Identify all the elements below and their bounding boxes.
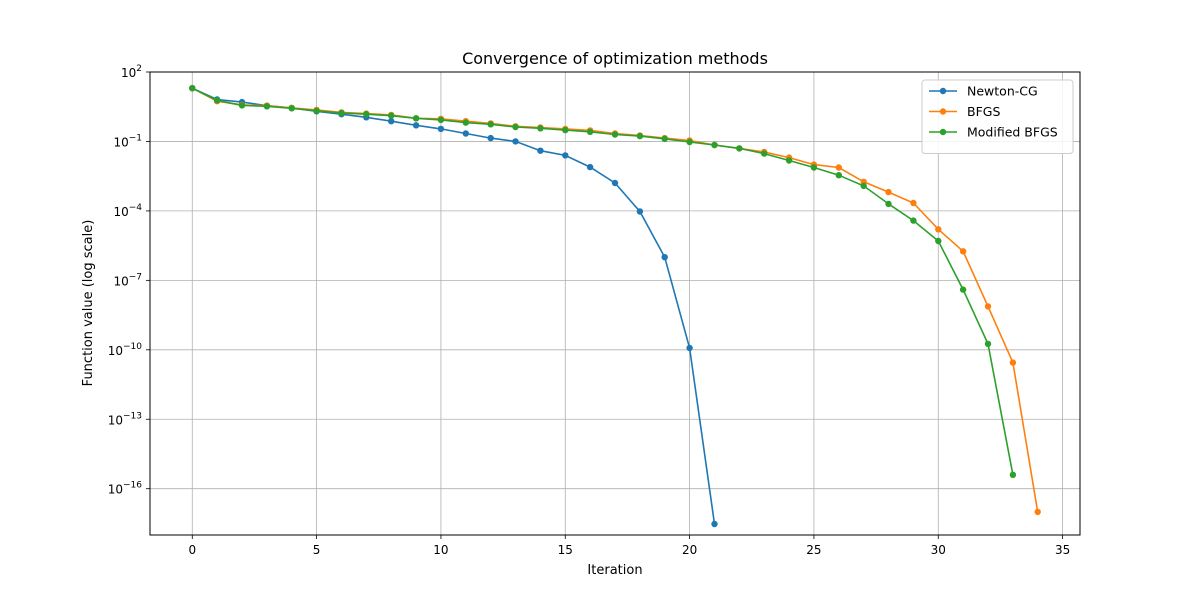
data-point — [1009, 471, 1017, 478]
data-point — [611, 131, 619, 138]
data-point — [711, 520, 718, 528]
legend-marker — [939, 108, 947, 115]
x-tick-label: 20 — [682, 543, 697, 557]
data-point — [761, 150, 768, 157]
data-point — [338, 109, 345, 117]
data-point — [1009, 359, 1017, 366]
legend-marker — [939, 87, 947, 95]
y-tick-label: 10−7 — [113, 272, 142, 288]
data-point — [835, 164, 842, 171]
data-point — [238, 102, 246, 109]
data-point — [860, 182, 867, 190]
data-point — [487, 134, 494, 142]
data-point — [636, 208, 644, 215]
data-point — [984, 303, 992, 310]
data-point — [537, 125, 544, 132]
data-point — [810, 164, 818, 171]
data-point — [785, 157, 793, 164]
data-point — [388, 118, 395, 125]
data-point — [512, 123, 519, 131]
y-axis: 102 10−1 10−4 10−7 10−10 10−13 10−16 — [108, 64, 150, 497]
y-tick-label: 10−10 — [108, 342, 143, 358]
y-tick-label: 102 — [121, 64, 142, 80]
data-point — [263, 103, 271, 110]
x-axis-label: Iteration — [587, 563, 642, 578]
x-tick-label: 35 — [1055, 543, 1070, 557]
data-point — [636, 132, 644, 140]
data-point — [910, 199, 917, 207]
data-point — [1034, 508, 1041, 516]
y-tick-label: 10−1 — [113, 133, 142, 149]
data-point — [437, 125, 445, 133]
data-point — [586, 128, 594, 135]
data-point — [487, 121, 494, 128]
data-point — [412, 122, 420, 129]
data-point — [562, 152, 569, 159]
x-tick-label: 15 — [558, 543, 573, 557]
data-point — [935, 226, 942, 233]
data-point — [885, 188, 892, 196]
data-point — [313, 107, 320, 115]
data-point — [935, 237, 942, 245]
data-point — [562, 126, 569, 134]
data-point — [885, 200, 892, 208]
data-point — [512, 138, 519, 145]
legend-label: BFGS — [967, 104, 1000, 119]
y-tick-label: 10−13 — [108, 411, 142, 427]
data-point — [736, 145, 743, 152]
legend-label: Newton-CG — [967, 84, 1038, 99]
series-line — [191, 87, 1014, 475]
x-tick-label: 25 — [806, 543, 821, 557]
data-point — [189, 85, 196, 92]
legend-label: Modified BFGS — [967, 125, 1058, 140]
y-axis-label: Function value (log scale) — [81, 220, 96, 387]
data-point — [661, 254, 668, 261]
series-layer — [189, 85, 1041, 528]
data-point — [959, 248, 967, 255]
data-point — [611, 179, 619, 187]
axes-frame — [149, 71, 1081, 536]
data-point — [586, 163, 594, 171]
data-point — [288, 105, 295, 112]
x-tick-label: 30 — [931, 543, 946, 557]
legend-marker — [939, 128, 947, 136]
x-tick-label: 10 — [433, 543, 448, 557]
data-point — [437, 116, 445, 124]
data-point — [910, 217, 917, 224]
data-point — [984, 340, 992, 348]
x-tick-label: 5 — [313, 543, 321, 557]
y-tick-label: 10−4 — [113, 203, 142, 219]
data-point — [661, 135, 668, 142]
legend-box — [921, 79, 1074, 154]
data-point — [462, 130, 469, 137]
data-point — [835, 172, 842, 179]
data-point — [213, 97, 221, 104]
data-point — [711, 141, 718, 149]
series-modified-bfgs — [189, 85, 1017, 478]
x-axis: 0 5 10 15 20 25 30 35 — [188, 535, 1070, 557]
legend: Newton-CG BFGS Modified BFGS — [921, 79, 1074, 154]
data-point — [462, 119, 469, 126]
data-point — [686, 138, 693, 146]
y-tick-label: 10−16 — [108, 481, 143, 497]
x-tick-label: 0 — [188, 543, 196, 557]
data-point — [388, 112, 395, 119]
data-point — [363, 111, 370, 118]
data-point — [537, 147, 544, 154]
data-point — [959, 286, 967, 293]
data-point — [412, 115, 420, 122]
chart-title: Convergence of optimization methods — [462, 49, 768, 68]
data-point — [686, 344, 693, 352]
